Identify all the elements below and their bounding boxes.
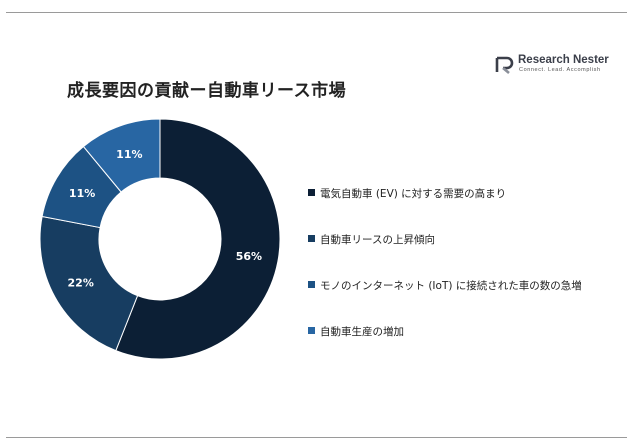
legend-label: 電気自動車 (EV) に対する需要の高まり <box>320 188 507 200</box>
slice-value-label-4: 11% <box>116 148 142 161</box>
slice-value-label-2: 22% <box>68 277 94 290</box>
logo-icon <box>495 56 514 74</box>
legend-swatch <box>308 281 315 288</box>
logo-name: Research Nester <box>518 54 609 66</box>
donut-slice-4 <box>82 118 161 193</box>
legend-label: モノのインターネット (IoT) に接続された車の数の急増 <box>320 280 582 292</box>
donut-slice-2 <box>39 215 139 352</box>
legend-label: 自動車リースの上昇傾向 <box>320 234 435 246</box>
bottom-rule <box>6 437 627 438</box>
legend-label: 自動車生産の増加 <box>320 326 404 338</box>
legend-swatch <box>308 189 315 196</box>
legend-swatch <box>308 235 315 242</box>
logo-tagline: Connect. Lead. Accomplish <box>519 67 601 73</box>
research-nester-logo: Research Nester Connect. Lead. Accomplis… <box>494 54 614 76</box>
donut-slice-1 <box>115 118 281 360</box>
chart-title: 成長要因の貢献ー自動車リース市場 <box>67 81 347 101</box>
slice-value-label-3: 11% <box>69 187 95 200</box>
slice-value-label-1: 56% <box>236 250 262 263</box>
top-rule <box>6 12 627 13</box>
legend-swatch <box>308 327 315 334</box>
